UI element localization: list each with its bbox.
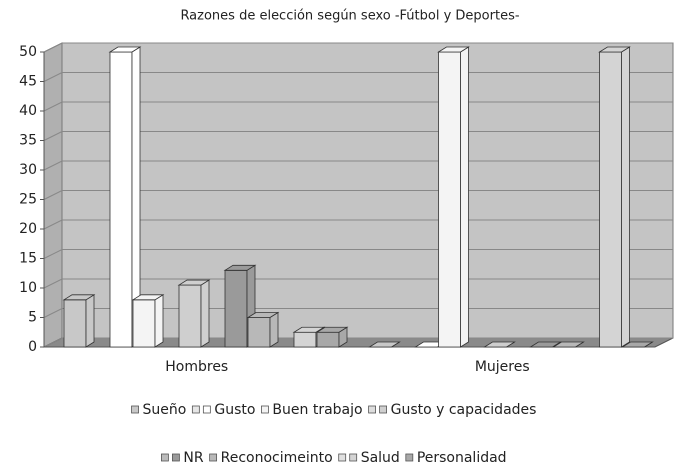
- legend-swatch: [349, 453, 358, 462]
- bar-front: [247, 317, 271, 348]
- grid-line: [43, 278, 673, 289]
- y-tick-label: 10: [19, 280, 37, 296]
- bar-top: [108, 46, 142, 53]
- y-tick-label: 30: [19, 162, 37, 178]
- legend-label: Buen trabajo: [272, 402, 362, 418]
- bar-top: [437, 46, 470, 53]
- bar: [315, 326, 349, 348]
- grid-line: [43, 337, 673, 348]
- legend-swatch: [209, 453, 218, 462]
- legend-swatch: [338, 453, 347, 462]
- grid-line: [43, 249, 673, 259]
- bar-top: [552, 341, 585, 348]
- legend-label: Salud: [361, 450, 400, 466]
- bar-front: [438, 51, 461, 348]
- bar-side: [269, 311, 279, 348]
- grid-line: [43, 131, 673, 141]
- bar: [62, 294, 96, 348]
- bar-top: [131, 294, 165, 301]
- bar-top: [621, 341, 654, 348]
- legend-label: Sueño: [143, 402, 187, 418]
- y-tick-label: 20: [19, 221, 37, 237]
- bar-top: [223, 264, 257, 271]
- legend-swatch: [131, 405, 139, 414]
- bar-front: [224, 269, 248, 348]
- bar: [246, 311, 280, 348]
- bar-front: [316, 331, 340, 348]
- grid-line: [43, 190, 673, 200]
- bar-front: [63, 299, 87, 348]
- bar: [368, 341, 401, 348]
- bar: [552, 341, 585, 348]
- y-tick-label: 0: [28, 339, 37, 355]
- y-tick-label: 40: [19, 103, 37, 119]
- legend-label: NR: [183, 450, 203, 466]
- bar: [177, 279, 211, 348]
- legend-swatch: [202, 405, 211, 414]
- legend-swatch: [191, 405, 200, 414]
- bar-top: [292, 326, 326, 333]
- bar-side: [200, 279, 210, 348]
- x-tick-label: Mujeres: [475, 359, 530, 375]
- bar-top: [598, 46, 631, 53]
- legend-swatch: [261, 405, 269, 414]
- y-tick-label: 15: [19, 251, 37, 267]
- legend-label: Personalidad: [417, 450, 507, 466]
- x-tick-label: Hombres: [165, 359, 228, 375]
- bar: [621, 341, 654, 348]
- grid-line: [43, 308, 673, 318]
- bar-front: [599, 51, 622, 348]
- bar-side: [621, 46, 630, 348]
- legend-swatch: [161, 453, 169, 462]
- bar-side: [85, 294, 95, 348]
- bar-top: [62, 294, 96, 301]
- bar-top: [177, 279, 211, 286]
- bar: [131, 294, 165, 348]
- bar-front: [178, 284, 202, 348]
- bar: [483, 341, 516, 348]
- bar-top: [246, 312, 280, 318]
- y-tick-label: 35: [19, 133, 37, 149]
- grid-line: [43, 72, 673, 82]
- bar-front: [109, 51, 133, 348]
- bar-top: [315, 326, 349, 333]
- bar-top: [529, 341, 562, 348]
- legend-swatch: [379, 405, 388, 414]
- bar: [598, 46, 631, 348]
- legend-swatch: [368, 405, 377, 414]
- y-tick-label: 50: [19, 44, 37, 60]
- chart-title: Razones de elección según sexo -Fútbol y…: [180, 9, 519, 24]
- bar-front: [132, 299, 156, 348]
- y-tick-label: 25: [19, 192, 37, 208]
- grid-line: [43, 101, 673, 112]
- bar-side: [460, 46, 469, 348]
- legend-label: Gusto y capacidades: [391, 402, 537, 418]
- legend-label: Gusto: [214, 402, 255, 418]
- grid-line: [43, 42, 673, 53]
- bar: [437, 46, 470, 348]
- y-tick-label: 5: [28, 310, 37, 326]
- legend-label: Reconocimeinto: [221, 450, 333, 466]
- bar: [529, 341, 562, 348]
- bar-side: [154, 294, 164, 348]
- y-tick-label: 45: [19, 74, 37, 90]
- legend-swatch: [172, 453, 180, 462]
- legend-swatch: [405, 453, 414, 462]
- bar-top: [483, 341, 516, 348]
- bar-front: [293, 331, 317, 348]
- bar-top: [368, 341, 401, 348]
- grid-line: [43, 219, 673, 230]
- grid-line: [43, 160, 673, 171]
